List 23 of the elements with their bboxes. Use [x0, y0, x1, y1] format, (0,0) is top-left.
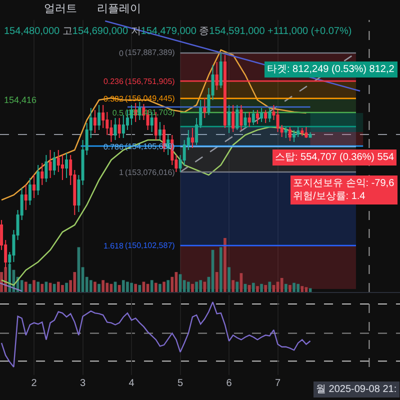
x-tick-label: 3 [80, 378, 86, 389]
annotation: 포지션보유 손익: -79,6 위험/보상률: 1.4 [293, 178, 395, 202]
ref-line-label: 월 2025-09-08 21: [316, 384, 397, 395]
text: 얼러트 [44, 3, 77, 15]
annotation: 스탑: 554,707 (0.36%) 554 [275, 152, 394, 163]
y-tick-label: 1.618 [103, 241, 124, 250]
series-label: (156,751,905) [125, 77, 176, 86]
annotation: 타겟: 812,249 (0.53%) 812,2 [267, 64, 395, 75]
x-tick-label: 2 [31, 378, 38, 389]
y-tick-label: 0.236 [103, 76, 124, 86]
x-tick-label: 5 [178, 378, 184, 389]
y-tick-label: 0.5 [112, 108, 124, 118]
y-tick-label: 0 [119, 48, 124, 58]
y-tick-label: 1 [119, 168, 124, 177]
series-label: (150,102,587) [125, 241, 176, 250]
x-tick-label: 4 [128, 378, 135, 389]
x-tick-label: 6 [226, 378, 232, 389]
series-label: (157,887,389) [125, 48, 176, 57]
series-label: (153,076,016) [125, 168, 176, 177]
annotation: 154,416 [4, 95, 37, 105]
x-tick-label: 7 [275, 378, 281, 389]
series-label: (156,049,445) [125, 94, 176, 103]
text: 리플레이 [97, 3, 141, 15]
